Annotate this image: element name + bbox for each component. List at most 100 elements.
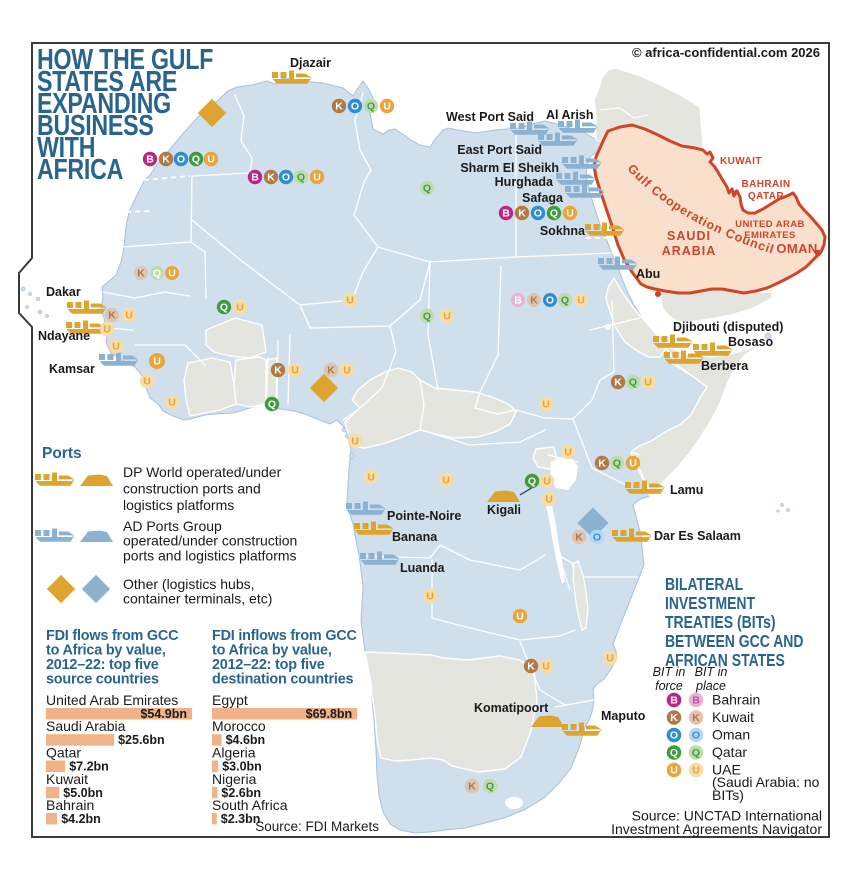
svg-text:EMIRATES: EMIRATES — [744, 230, 796, 241]
svg-text:Q: Q — [297, 172, 305, 184]
svg-text:Bahrain: Bahrain — [46, 797, 94, 813]
svg-text:$7.2bn: $7.2bn — [69, 760, 109, 774]
svg-text:U: U — [351, 436, 359, 448]
svg-text:Q: Q — [692, 747, 700, 759]
svg-text:U: U — [103, 324, 111, 336]
svg-text:O: O — [177, 154, 185, 166]
svg-text:Egypt: Egypt — [212, 692, 248, 708]
svg-text:Q: Q — [561, 295, 569, 307]
svg-text:Kigali: Kigali — [487, 503, 521, 517]
svg-text:Qatar: Qatar — [712, 744, 747, 760]
svg-text:Morocco: Morocco — [212, 718, 266, 734]
svg-text:K: K — [468, 781, 476, 793]
svg-text:U: U — [644, 377, 652, 389]
svg-text:Abu: Abu — [636, 267, 660, 281]
svg-text:Komatipoort: Komatipoort — [474, 701, 549, 715]
svg-text:BILATERAL: BILATERAL — [665, 576, 743, 595]
svg-text:Dakar: Dakar — [46, 285, 81, 299]
svg-text:Q: Q — [367, 101, 375, 113]
svg-text:Pointe-Noire: Pointe-Noire — [387, 509, 461, 523]
svg-text:Berbera: Berbera — [701, 359, 749, 373]
svg-text:Lamu: Lamu — [670, 483, 703, 497]
svg-text:Hurghada: Hurghada — [495, 175, 554, 189]
svg-text:Banana: Banana — [392, 530, 438, 544]
svg-text:Q: Q — [670, 747, 678, 759]
svg-text:Qatar: Qatar — [46, 745, 81, 761]
svg-text:Kuwait: Kuwait — [712, 709, 754, 725]
svg-text:U: U — [236, 302, 244, 314]
svg-text:East Port Said: East Port Said — [457, 143, 542, 157]
svg-text:EXPANDING: EXPANDING — [37, 86, 171, 119]
svg-text:K: K — [575, 532, 583, 544]
svg-text:Q: Q — [423, 311, 431, 323]
svg-text:Q: Q — [613, 458, 621, 470]
svg-text:Djazair: Djazair — [290, 56, 331, 70]
svg-text:operated/under construction: operated/under construction — [123, 533, 297, 549]
svg-text:to Africa by value,: to Africa by value, — [212, 643, 332, 659]
svg-text:Algeria: Algeria — [212, 745, 256, 761]
svg-text:Al Arish: Al Arish — [546, 108, 593, 122]
svg-text:BETWEEN GCC AND: BETWEEN GCC AND — [665, 633, 804, 652]
svg-text:K: K — [267, 172, 275, 184]
svg-text:U: U — [291, 365, 299, 377]
svg-text:source countries: source countries — [46, 672, 159, 688]
svg-text:BAHRAIN: BAHRAIN — [742, 179, 791, 190]
svg-text:U: U — [564, 447, 572, 459]
svg-text:BIT in: BIT in — [695, 665, 728, 679]
svg-text:U: U — [112, 341, 120, 353]
svg-text:K: K — [274, 365, 282, 377]
svg-text:$69.8bn: $69.8bn — [306, 707, 353, 721]
svg-text:TREATIES (BITs): TREATIES (BITs) — [665, 614, 776, 633]
svg-text:K: K — [518, 208, 526, 220]
svg-text:BIT in: BIT in — [653, 665, 686, 679]
svg-text:$25.6bn: $25.6bn — [118, 733, 165, 747]
svg-text:U: U — [313, 172, 321, 184]
svg-text:to Africa by value,: to Africa by value, — [46, 643, 166, 659]
svg-text:U: U — [606, 653, 614, 665]
svg-text:Safaga: Safaga — [522, 191, 564, 205]
svg-text:Kuwait: Kuwait — [46, 771, 88, 787]
svg-text:$4.6bn: $4.6bn — [226, 733, 266, 747]
svg-text:U: U — [168, 268, 176, 280]
svg-text:U: U — [207, 154, 215, 166]
svg-text:Djibouti (disputed): Djibouti (disputed) — [673, 320, 783, 334]
svg-text:U: U — [143, 376, 151, 388]
svg-text:Luanda: Luanda — [400, 561, 445, 575]
svg-text:KUWAIT: KUWAIT — [720, 156, 762, 167]
svg-text:K: K — [598, 458, 606, 470]
svg-text:Source: FDI Markets: Source: FDI Markets — [255, 819, 379, 834]
svg-text:South Africa: South Africa — [212, 797, 288, 813]
svg-text:Investment Agreements Navigato: Investment Agreements Navigator — [611, 821, 822, 837]
svg-text:ports and logistics platforms: ports and logistics platforms — [123, 547, 297, 563]
svg-text:U: U — [426, 591, 434, 603]
svg-text:place: place — [695, 679, 726, 693]
svg-text:Q: Q — [423, 183, 431, 195]
svg-text:Saudi Arabia: Saudi Arabia — [46, 718, 126, 734]
svg-text:K: K — [137, 268, 145, 280]
svg-text:Sharm El Sheikh: Sharm El Sheikh — [460, 161, 559, 175]
svg-text:BUSINESS: BUSINESS — [37, 108, 154, 141]
svg-text:Dar Es Salaam: Dar Es Salaam — [654, 529, 741, 543]
svg-text:UAE: UAE — [712, 762, 741, 778]
svg-text:Source: UNCTAD International: Source: UNCTAD International — [632, 808, 822, 824]
svg-text:U: U — [542, 661, 550, 673]
svg-text:UNITED ARAB: UNITED ARAB — [735, 219, 805, 230]
svg-text:AD Ports Group: AD Ports Group — [123, 518, 222, 534]
svg-text:Q: Q — [528, 476, 536, 488]
svg-text:U: U — [168, 397, 176, 409]
svg-text:K: K — [162, 154, 170, 166]
svg-text:Other (logistics hubs,: Other (logistics hubs, — [123, 576, 255, 592]
svg-text:$3.0bn: $3.0bn — [222, 760, 262, 774]
svg-text:$4.2bn: $4.2bn — [61, 812, 101, 826]
svg-text:force: force — [655, 679, 683, 693]
svg-text:U: U — [153, 356, 161, 368]
svg-text:AFRICA: AFRICA — [37, 152, 123, 185]
svg-text:2012–22: top five: 2012–22: top five — [212, 657, 325, 673]
svg-text:West Port Said: West Port Said — [446, 110, 534, 124]
svg-text:B: B — [692, 695, 700, 707]
svg-text:U: U — [346, 295, 354, 307]
svg-text:FDI flows from GCC: FDI flows from GCC — [46, 628, 178, 644]
svg-text:ARABIA: ARABIA — [662, 244, 717, 258]
svg-text:$2.6bn: $2.6bn — [221, 786, 261, 800]
svg-text:K: K — [530, 295, 538, 307]
